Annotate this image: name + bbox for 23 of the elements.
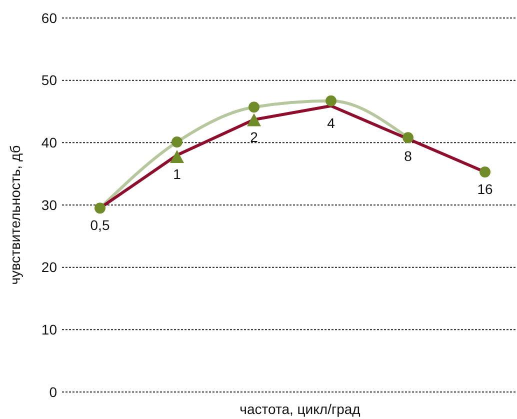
y-tick-label: 40 — [41, 134, 58, 151]
point — [402, 132, 414, 144]
point — [94, 202, 106, 214]
y-tick-label: 20 — [41, 259, 58, 276]
y-tick-label: 10 — [41, 322, 58, 338]
y-axis-title: чувствительность, дб — [7, 145, 23, 285]
y-tick-label: 0 — [49, 384, 58, 400]
x-tick-label: 2 — [250, 129, 258, 146]
point — [326, 95, 336, 106]
x-tick-label: 1 — [173, 166, 182, 182]
x-tick-label: 8 — [404, 148, 412, 164]
x-axis-title: частота, цикл/град — [240, 401, 360, 417]
point — [170, 150, 184, 164]
point — [172, 136, 182, 148]
x-tick-label: 4 — [327, 114, 336, 131]
y-tick-label: 50 — [41, 72, 58, 88]
x-tick-label: 0,5 — [90, 217, 110, 234]
y-tick-label: 60 — [41, 10, 58, 26]
point — [480, 166, 490, 178]
y-tick-label: 30 — [41, 196, 58, 213]
point — [247, 113, 261, 126]
point — [248, 102, 260, 113]
x-tick-label: 16 — [477, 180, 493, 197]
